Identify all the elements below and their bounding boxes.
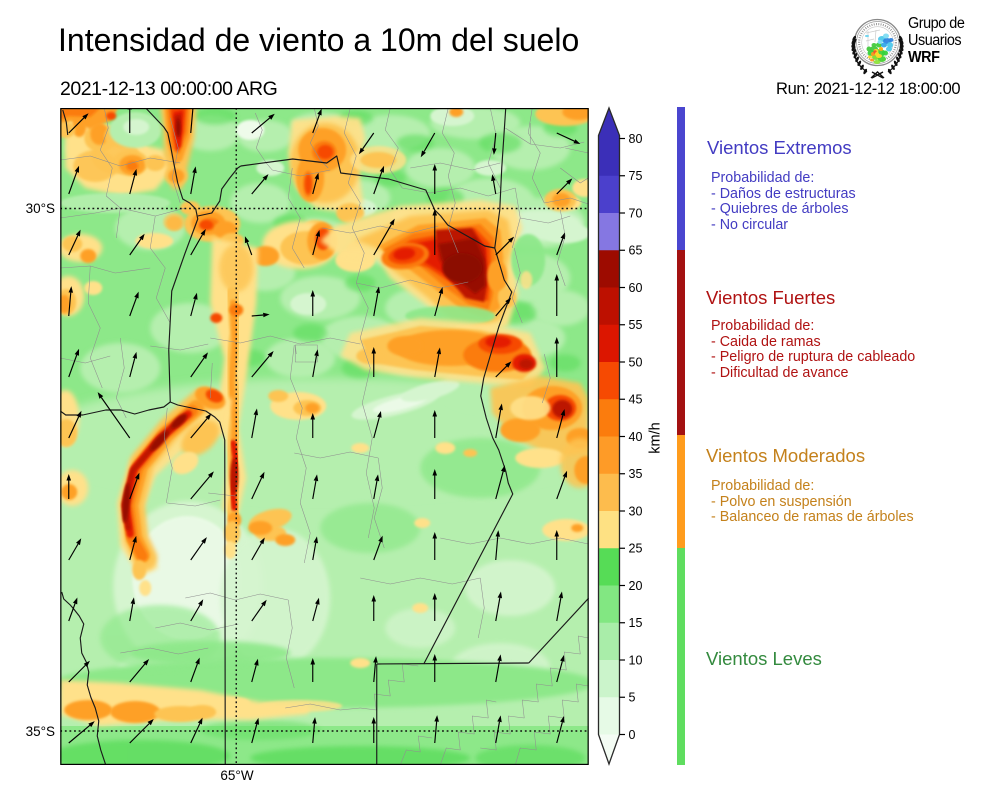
svg-text:50: 50 xyxy=(629,355,643,369)
svg-text:80: 80 xyxy=(629,132,643,146)
svg-text:70: 70 xyxy=(629,206,643,220)
svg-text:15: 15 xyxy=(629,616,643,630)
svg-text:0: 0 xyxy=(629,728,636,742)
svg-text:30: 30 xyxy=(629,504,643,518)
svg-text:45: 45 xyxy=(629,393,643,407)
svg-text:5: 5 xyxy=(629,691,636,705)
svg-text:35: 35 xyxy=(629,467,643,481)
svg-text:20: 20 xyxy=(629,579,643,593)
svg-text:65: 65 xyxy=(629,244,643,258)
svg-text:25: 25 xyxy=(629,542,643,556)
svg-text:10: 10 xyxy=(629,653,643,667)
svg-text:75: 75 xyxy=(629,169,643,183)
svg-text:60: 60 xyxy=(629,281,643,295)
svg-text:40: 40 xyxy=(629,430,643,444)
svg-text:55: 55 xyxy=(629,318,643,332)
